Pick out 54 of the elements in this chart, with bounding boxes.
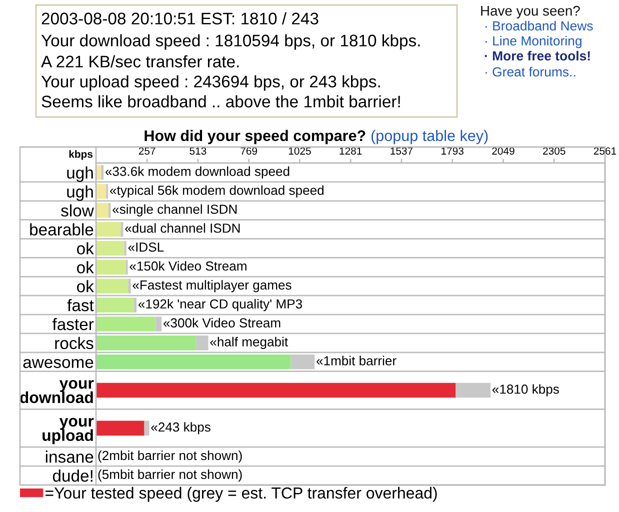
annotation: «dual channel ISDN [125,223,240,233]
y-tick-label: ugh [67,185,93,201]
annotation: «IDSL [128,242,164,252]
text: Your download speed : 1810594 bps, or 1810 kbps. [41,34,420,50]
annotation: «300k Video Stream [164,318,280,328]
annotation: «typical 56k modem download speed [110,185,324,198]
chart-title: How did your speed compare? [144,130,366,144]
x-tick-label: 1793 [442,147,464,155]
y-tick-label: dude! [52,469,92,482]
annotation: «1mbit barrier [316,356,396,366]
legend-label: =Your tested speed (grey = est. TCP transfer overhead) [46,486,437,502]
x-tick-label: 513 [190,147,206,155]
x-tick-label: 1281 [340,147,362,155]
text: 2003-08-08 20:10:51 EST: 1810 / 243 [42,12,318,24]
y-tick-label: ok [77,261,94,274]
y-tick-label: fast [67,299,94,312]
y-tick-label: faster [52,318,94,330]
text: Have you seen? [481,6,580,18]
y-tick-label: slow [61,204,94,217]
y-tick-label: insane [46,450,94,463]
y-tick-label: ok [77,242,94,254]
annotation: «1810 kbps [492,384,559,396]
y-tick-label: bearable [30,223,94,236]
x-tick-label: 2049 [492,147,514,155]
x-axis-title: kbps [69,150,93,160]
annotation: «150k Video Stream [130,261,246,271]
chart-subtitle: (popup table key) [372,130,488,144]
text: · Broadband News [486,20,593,31]
y-tick-label: your download [20,380,94,404]
text: Your upload speed : 243694 bps, or 243 kbps. [41,75,380,91]
annotation: (2mbit barrier not shown) [98,450,242,463]
text: A 221 KB/sec transfer rate. [41,55,239,68]
annotation: «Fastest multiplayer games [132,280,292,292]
annotation: (5mbit barrier not shown) [98,469,242,482]
y-tick-label: awesome [23,358,94,368]
x-tick-label: 769 [240,147,258,155]
annotation: «single channel ISDN [112,204,237,216]
y-tick-label: ok [77,280,94,292]
y-tick-label: your upload [42,418,94,444]
annotation: «243 kbps [151,422,210,434]
x-tick-label: 1025 [288,147,311,155]
text: · Line Monitoring [486,36,582,48]
x-tick-label: 257 [138,147,156,155]
annotation: «192k 'near CD quality' MP3 [138,298,302,312]
text: · Great forums.. [486,66,576,77]
y-tick-label: rocks [55,336,94,350]
x-tick-label: 1537 [390,147,413,155]
x-tick-label: 2561 [594,147,616,155]
y-tick-label: ugh [67,166,93,182]
text: · More free tools! [484,50,590,61]
annotation: «half megabit [210,336,288,350]
x-tick-label: 2305 [543,147,566,155]
text: Seems like broadband .. above the 1mbit barrier! [42,95,400,108]
annotation: «33.6k modem download speed [105,166,290,179]
